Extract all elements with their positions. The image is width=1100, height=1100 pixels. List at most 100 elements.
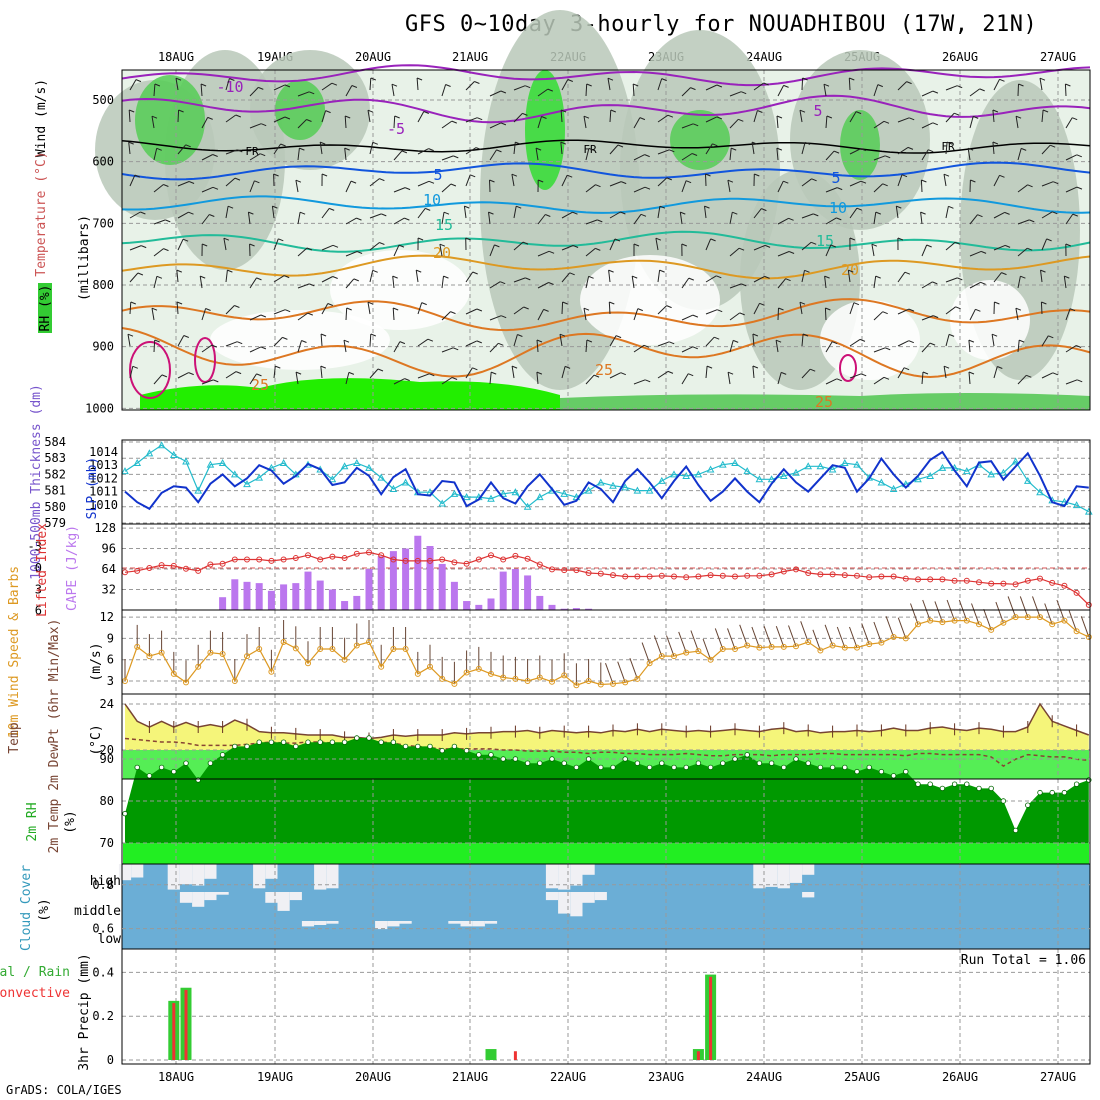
wind-speed-line-point xyxy=(195,663,202,670)
thickness-line-point xyxy=(962,467,971,475)
isotherm-30 xyxy=(194,337,216,383)
wind-barb-flag xyxy=(476,340,482,344)
wind-barb xyxy=(753,275,765,283)
date-label-bottom: 19AUG xyxy=(257,1070,293,1084)
wind-barb xyxy=(585,83,588,97)
wind-barb xyxy=(321,303,329,315)
cape-bar xyxy=(365,569,373,610)
slp-label: SLP (mb) xyxy=(85,457,100,520)
wind-barb xyxy=(225,270,228,283)
wind-barb xyxy=(609,109,612,123)
wind-barb xyxy=(1041,335,1049,347)
contour-label: 20 xyxy=(841,261,859,279)
wind-barb xyxy=(705,173,707,187)
wind-barb xyxy=(921,315,934,321)
rh-label: 2m RH xyxy=(25,802,40,841)
rh-point xyxy=(122,810,128,817)
wind-barb xyxy=(561,174,568,187)
wind-barb-flag xyxy=(712,143,718,147)
wind-barb xyxy=(129,245,142,251)
lifted-index-line-point xyxy=(1012,581,1019,588)
wind-barb xyxy=(873,276,877,289)
wind-barb xyxy=(727,180,731,193)
wind-barb-flag xyxy=(644,186,651,190)
wind-barb-flag xyxy=(583,307,590,311)
wind-speed-line-point xyxy=(512,675,519,682)
wind-barb xyxy=(943,174,947,187)
wind-barb xyxy=(705,238,712,251)
rh-point xyxy=(134,764,140,771)
wind-barb-flag xyxy=(559,333,566,337)
wind-barb xyxy=(705,275,717,283)
wind-speed-line-point xyxy=(732,646,738,653)
wind-barb-flag xyxy=(948,333,955,337)
wind-barb-flag xyxy=(775,339,782,343)
wind-barb xyxy=(753,110,758,123)
lifted-index-line-point xyxy=(183,565,189,572)
slp-tick: 1013 xyxy=(89,458,118,472)
cloud-unit-label: (%) xyxy=(37,898,52,921)
wind-barb xyxy=(585,219,598,225)
rh-point xyxy=(927,781,933,787)
wind-barb-flag xyxy=(943,365,950,369)
wind-barb-flag xyxy=(477,117,483,121)
wind-barb xyxy=(199,276,203,289)
rh-point xyxy=(610,764,616,771)
date-label-bottom: 27AUG xyxy=(1040,1070,1076,1084)
wind-barb-flag xyxy=(272,205,278,209)
wind-barb xyxy=(776,148,779,161)
wind-barb-flag xyxy=(836,378,842,382)
wind-barb-flag xyxy=(351,85,358,88)
wind-barb xyxy=(153,184,164,193)
wind-barb-flag xyxy=(188,211,194,215)
wind-barb xyxy=(945,334,950,347)
wind-barb-flag xyxy=(921,179,927,183)
wind-barb xyxy=(993,175,1000,187)
wind-barb-flag xyxy=(904,271,911,275)
cloud-cover-high xyxy=(777,864,790,889)
wind-barb xyxy=(775,626,785,648)
wind-barb-flag xyxy=(994,301,1000,305)
wind-barb-flag xyxy=(693,123,699,127)
wind-barb-flag xyxy=(666,305,672,309)
thickness-line-point xyxy=(218,459,227,467)
rh-point xyxy=(573,764,580,771)
isotherm xyxy=(121,327,1091,379)
rh-point xyxy=(866,764,872,771)
pressure-tick: 700 xyxy=(92,216,114,230)
wind-barb xyxy=(729,247,740,257)
wind-speed-line-point xyxy=(707,656,714,663)
wind-barb xyxy=(655,238,659,251)
thickness-line-point xyxy=(1036,488,1044,496)
wind-barb xyxy=(225,206,229,219)
rh-point xyxy=(1000,798,1007,804)
wind-barb-flag xyxy=(609,301,615,305)
wind-barb-flag xyxy=(235,371,242,375)
cape-bar xyxy=(536,595,544,610)
wind-barb xyxy=(129,301,132,315)
precip-convective-bar xyxy=(709,976,713,1060)
wind-barb-flag xyxy=(256,373,262,377)
wind-barb-flag xyxy=(1077,379,1083,383)
contour-label: 25 xyxy=(251,376,269,394)
wind-barb xyxy=(824,307,827,321)
wind-barb-flag xyxy=(710,238,716,242)
wind-barb-flag xyxy=(691,153,698,156)
wind-barb xyxy=(702,638,712,660)
thickness-line-point xyxy=(121,467,129,475)
lifted-index-line-point xyxy=(549,566,555,573)
wind-barb-flag xyxy=(586,339,593,343)
wind-speed-line-point xyxy=(231,678,238,684)
cape-bar xyxy=(524,575,532,610)
wind-barb-flag xyxy=(933,315,939,319)
wind-barb xyxy=(129,174,136,187)
wind-barb xyxy=(897,308,910,315)
wind-barb xyxy=(417,373,430,379)
wind-barb xyxy=(969,309,976,321)
wind-barb-flag xyxy=(681,243,687,247)
rh-point xyxy=(195,777,201,783)
wind-barb-flag xyxy=(593,374,600,378)
wind-speed-line-point xyxy=(500,674,507,681)
rh-point xyxy=(561,760,567,766)
wind-barb-flag xyxy=(421,302,427,306)
